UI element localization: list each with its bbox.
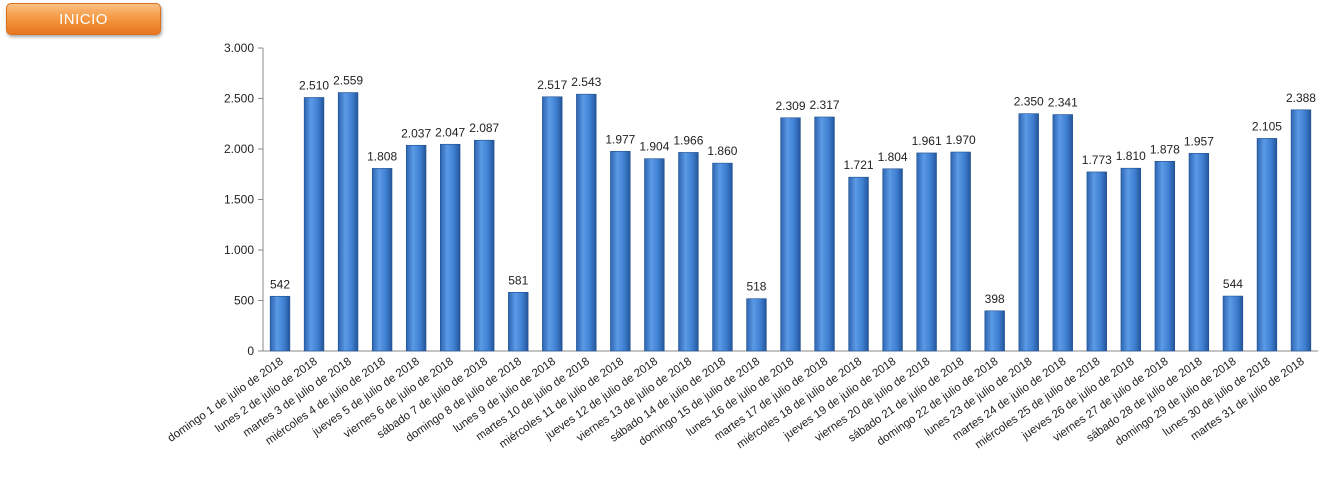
bar (576, 93, 597, 352)
bar (1052, 114, 1073, 352)
data-label: 398 (985, 292, 1005, 306)
bar (1188, 153, 1210, 352)
data-label: 1.860 (707, 144, 737, 158)
bar (916, 152, 937, 352)
data-label: 2.341 (1048, 96, 1078, 110)
bar (984, 310, 1005, 352)
data-label: 1.804 (878, 150, 908, 164)
data-label: 2.543 (571, 75, 601, 89)
bar (303, 97, 325, 352)
data-label: 1.970 (946, 133, 976, 147)
bar (542, 96, 563, 352)
bar (848, 176, 869, 352)
bar (610, 151, 631, 352)
bar (371, 168, 393, 352)
data-label: 518 (746, 280, 766, 294)
data-label: 1.977 (605, 132, 635, 146)
data-label: 2.510 (299, 78, 329, 92)
y-tick-label: 0 (247, 344, 254, 358)
y-tick-label: 1.000 (224, 243, 254, 257)
data-label: 2.388 (1286, 91, 1316, 105)
bar (814, 116, 835, 352)
data-label: 1.808 (367, 149, 397, 163)
data-label: 544 (1223, 277, 1243, 291)
bar (950, 151, 971, 352)
bar (1256, 138, 1278, 352)
bar (712, 162, 733, 352)
data-label: 2.350 (1014, 95, 1044, 109)
y-tick-label: 1.500 (224, 193, 254, 207)
bar (1018, 113, 1039, 352)
data-label: 2.559 (333, 74, 363, 88)
data-label: 2.087 (469, 121, 499, 135)
bar (1120, 167, 1141, 352)
data-label: 1.966 (673, 133, 703, 147)
data-label: 2.037 (401, 126, 431, 140)
data-label: 2.317 (810, 98, 840, 112)
bar (440, 143, 461, 352)
y-tick-label: 2.000 (224, 142, 254, 156)
y-axis: 0 500 1.000 1.500 2.000 2.500 3.000 (224, 41, 1318, 358)
data-label: 2.517 (537, 78, 567, 92)
bars (269, 92, 1312, 352)
bar (337, 92, 359, 352)
bar (1222, 295, 1244, 352)
data-label: 2.309 (775, 99, 805, 113)
bar (1290, 109, 1312, 352)
bar (678, 152, 699, 352)
bar (644, 158, 665, 352)
data-label: 1.878 (1150, 142, 1180, 156)
data-label: 2.105 (1252, 119, 1282, 133)
data-label: 2.047 (435, 125, 465, 139)
inicio-button[interactable]: INICIO (6, 3, 161, 35)
data-label: 1.961 (912, 134, 942, 148)
data-label: 1.721 (844, 158, 874, 172)
data-label: 1.810 (1116, 149, 1146, 163)
y-tick-label: 3.000 (224, 41, 254, 55)
bar (882, 168, 903, 352)
data-labels: 542 2.510 2.559 1.808 2.037 2.047 2.087 581 2.51… (270, 74, 1316, 306)
bar (269, 295, 291, 352)
data-label: 542 (270, 277, 290, 291)
data-label: 1.957 (1184, 134, 1214, 148)
bar (1154, 161, 1176, 352)
bar (1086, 171, 1107, 352)
y-tick-label: 500 (234, 294, 254, 308)
data-label: 1.904 (639, 140, 669, 154)
bar (474, 139, 495, 352)
bar (780, 117, 801, 352)
bar (508, 292, 529, 352)
data-label: 1.773 (1082, 153, 1112, 167)
bar (746, 298, 767, 352)
bar (405, 144, 427, 352)
y-tick-label: 2.500 (224, 92, 254, 106)
data-label: 581 (508, 273, 528, 287)
